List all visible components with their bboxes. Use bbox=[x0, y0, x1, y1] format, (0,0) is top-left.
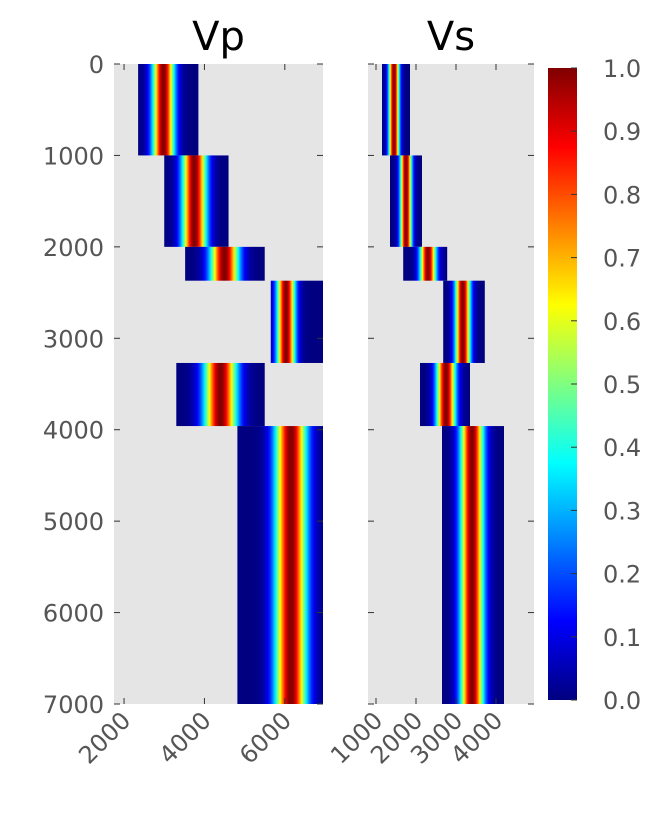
y-tick-label: 5000 bbox=[43, 508, 104, 536]
y-tick-label: 1000 bbox=[43, 142, 104, 170]
layer-band bbox=[176, 362, 265, 427]
colorbar-tick-label: 1.0 bbox=[603, 55, 641, 83]
chart-title: Vs bbox=[427, 14, 475, 60]
y-tick-label: 0 bbox=[89, 51, 104, 79]
colorbar-tick-label: 0.2 bbox=[603, 561, 641, 589]
y-tick-label: 6000 bbox=[43, 600, 104, 628]
colorbar-tick-label: 0.9 bbox=[603, 118, 641, 146]
layer-band bbox=[270, 280, 323, 363]
x-tick-label: 6000 bbox=[234, 706, 297, 769]
layer-band bbox=[390, 155, 422, 247]
colorbar-tick-label: 0.1 bbox=[603, 624, 641, 652]
layer-band bbox=[420, 362, 470, 427]
layer-band bbox=[237, 426, 323, 704]
layer-band bbox=[403, 246, 448, 281]
chart-title: Vp bbox=[192, 14, 245, 60]
colorbar: 0.0 0.1 0.2 0.3 0.4 0.5 0.6 0.7 0.8 0.9 1.0 bbox=[548, 55, 641, 715]
colorbar-tick-label: 0.5 bbox=[603, 371, 641, 399]
layer-band bbox=[185, 246, 265, 281]
colorbar-tick-label: 0.6 bbox=[603, 308, 641, 336]
y-tick-label: 2000 bbox=[43, 234, 104, 262]
layer-band bbox=[138, 64, 199, 156]
layer-band bbox=[382, 64, 410, 156]
colorbar-tick-label: 0.7 bbox=[603, 245, 641, 273]
layer-band bbox=[442, 426, 504, 704]
y-tick-label: 3000 bbox=[43, 325, 104, 353]
layer-band bbox=[164, 155, 229, 247]
y-tick-label: 7000 bbox=[43, 691, 104, 719]
x-tick-label: 4000 bbox=[154, 706, 217, 769]
colorbar-tick-label: 0.0 bbox=[603, 687, 641, 715]
colorbar-tick-label: 0.4 bbox=[603, 434, 641, 462]
layer-band bbox=[443, 280, 485, 363]
colorbar-tick-label: 0.8 bbox=[603, 181, 641, 209]
colorbar-tick-label: 0.3 bbox=[603, 497, 641, 525]
y-tick-label: 4000 bbox=[43, 417, 104, 445]
